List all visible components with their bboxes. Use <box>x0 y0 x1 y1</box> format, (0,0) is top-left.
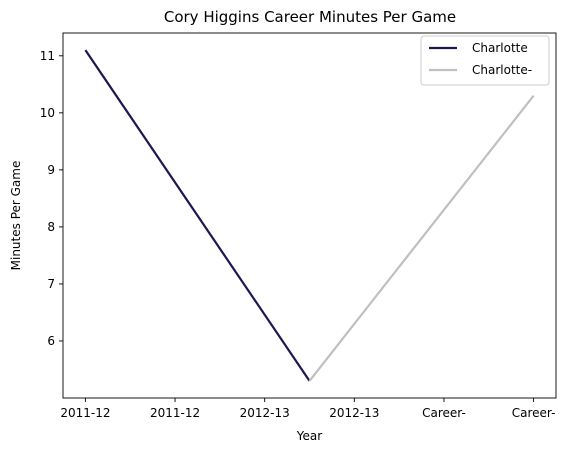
chart-title: Cory Higgins Career Minutes Per Game <box>164 8 456 26</box>
y-tick-label: 6 <box>47 334 55 348</box>
plot-frame <box>62 32 557 399</box>
y-tick-label: 11 <box>40 49 55 63</box>
y-tick-label: 8 <box>47 220 55 234</box>
y-axis: 6 7 8 9 10 11 <box>40 49 63 348</box>
x-tick-label: 2012-13 <box>329 406 379 420</box>
series-layer <box>84 49 535 382</box>
legend-label-1: Charlotte <box>472 41 528 55</box>
x-axis: 2011-12 2011-12 2012-13 2012-13 Career- Caree… <box>60 398 555 420</box>
plot-area <box>63 33 556 398</box>
series-line-2 <box>308 95 535 382</box>
x-tick-label: 2011-12 <box>60 406 110 420</box>
y-axis-label: Minutes Per Game <box>9 161 23 271</box>
y-tick-label: 7 <box>47 277 55 291</box>
legend-label-2: Charlotte- <box>472 63 532 77</box>
x-axis-label: Year <box>296 429 322 443</box>
x-tick-label: Career- <box>512 406 556 420</box>
legend-items: Charlotte Charlotte- <box>429 41 532 77</box>
y-tick-label: 10 <box>40 106 55 120</box>
legend: Charlotte Charlotte- <box>420 35 550 86</box>
x-tick-label: 2012-13 <box>240 406 290 420</box>
x-tick-label: Career- <box>422 406 466 420</box>
series-line-1 <box>84 49 311 382</box>
x-tick-label: 2011-12 <box>150 406 200 420</box>
y-tick-label: 9 <box>47 163 55 177</box>
